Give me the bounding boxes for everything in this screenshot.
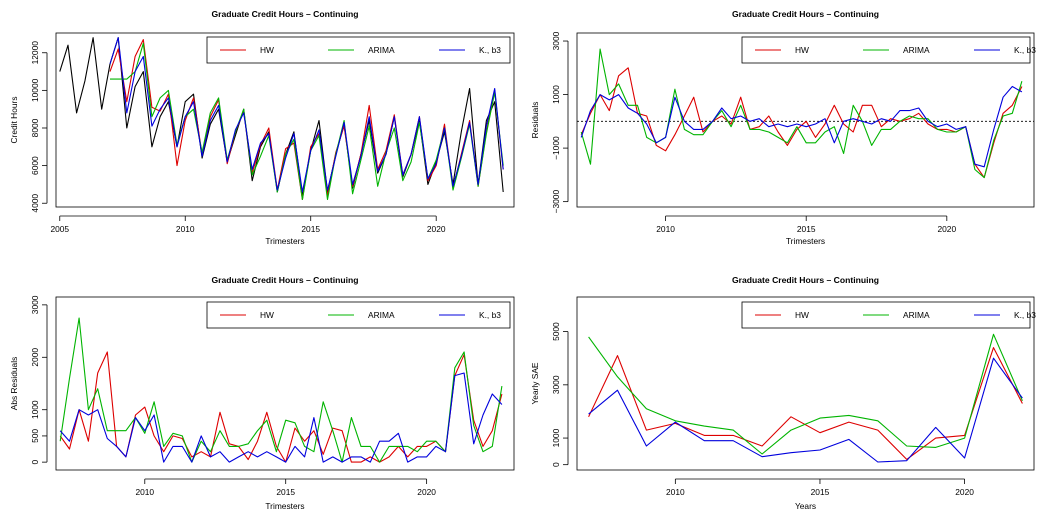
y-tick-label: 0 [30,459,40,464]
legend-label: ARIMA [368,45,395,55]
kb3-series-line [580,85,1023,168]
y-tick-label: 3000 [551,375,561,394]
x-tick-label: 2015 [301,224,320,234]
legend-label: K., b3 [479,310,501,320]
y-axis-label: Residuals [530,102,540,139]
kb3-series-line [588,357,1023,463]
y-tick-label: 0 [551,462,561,467]
y-tick-label: −3000 [551,190,561,214]
y-tick-label: 5000 [551,322,561,341]
legend-label: HW [795,45,809,55]
y-tick-label: 12000 [30,41,40,65]
x-axis-label: Trimesters [265,501,304,511]
x-axis-label: Trimesters [265,236,304,246]
x-tick-label: 2010 [135,487,154,497]
y-tick-label: 1000 [551,428,561,447]
plot-frame [55,32,515,208]
chart-title: Graduate Credit Hours – Continuing [732,275,879,285]
x-tick-label: 2010 [176,224,195,234]
arima-series-line [110,42,504,201]
y-tick-label: 10000 [30,78,40,102]
y-tick-label: 1000 [30,400,40,419]
x-tick-label: 2015 [276,487,295,497]
x-tick-label: 2020 [937,224,956,234]
x-tick-label: 2015 [811,487,830,497]
legend-label: HW [260,310,274,320]
legend-label: K., b3 [1014,45,1036,55]
y-axis-label: Yearly SAE [530,362,540,404]
x-tick-label: 2010 [656,224,675,234]
series-group [59,317,503,463]
x-tick-label: 2005 [50,224,69,234]
x-tick-label: 2020 [427,224,446,234]
kb3-series-line [109,37,504,193]
y-tick-label: −1000 [551,136,561,160]
legend-label: ARIMA [368,310,395,320]
y-axis-label: Abs Residuals [9,357,19,411]
legend-label: ARIMA [903,310,930,320]
kb3-series-line [59,372,503,463]
x-tick-label: 2015 [797,224,816,234]
hw-series-line [588,347,1023,460]
y-tick-label: 4000 [30,194,40,213]
y-axis-label: Credit Hours [9,96,19,143]
hw-series-line [59,351,503,463]
chart-title: Graduate Credit Hours – Continuing [211,9,358,19]
x-axis-label: Years [795,501,816,511]
series-group [588,333,1023,463]
x-axis-label: Trimesters [786,236,825,246]
y-tick-label: 3000 [551,31,561,50]
panel-residuals: Graduate Credit Hours – Continuing 2010 20… [530,9,1036,246]
panel-credit-hours: Graduate Credit Hours – Continuing 2005 20… [9,9,515,246]
series-group [59,37,504,201]
panel-yearly-sae: Graduate Credit Hours – Continuing 2010 20… [530,275,1036,511]
legend: HW ARIMA K., b3 [206,36,511,64]
legend-label: HW [260,45,274,55]
arima-series-line [59,317,503,463]
series-group [580,48,1023,179]
y-tick-label: 8000 [30,118,40,137]
legend: HW ARIMA K., b3 [741,36,1036,64]
x-tick-label: 2020 [417,487,436,497]
legend-label: K., b3 [479,45,501,55]
y-tick-label: 2000 [30,348,40,367]
x-tick-label: 2010 [666,487,685,497]
y-tick-label: 3000 [30,295,40,314]
x-tick-label: 2020 [955,487,974,497]
y-tick-label: 1000 [551,85,561,104]
chart-title: Graduate Credit Hours – Continuing [211,275,358,285]
plot-frame [576,296,1035,471]
y-tick-label: 500 [30,429,40,443]
y-tick-label: 6000 [30,156,40,175]
legend-label: HW [795,310,809,320]
plot-frame [55,296,515,471]
legend: HW ARIMA K., b3 [741,301,1036,329]
chart-title: Graduate Credit Hours – Continuing [732,9,879,19]
legend-label: K., b3 [1014,310,1036,320]
legend-label: ARIMA [903,45,930,55]
plot-frame [576,32,1035,208]
hw-series-line [580,67,1023,179]
arima-series-line [580,48,1023,179]
panel-abs-residuals: Graduate Credit Hours – Continuing 2010 20… [9,275,515,511]
legend: HW ARIMA K., b3 [206,301,511,329]
